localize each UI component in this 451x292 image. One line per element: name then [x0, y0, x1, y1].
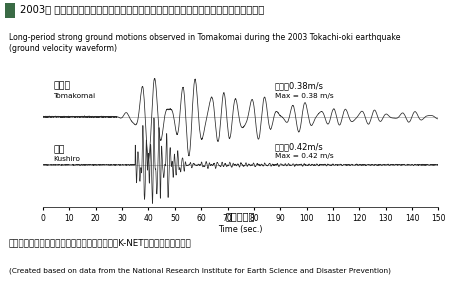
Text: Max = 0.38 m/s: Max = 0.38 m/s: [274, 93, 333, 100]
Text: 最大＝0.42m/s: 最大＝0.42m/s: [274, 142, 323, 152]
Text: Kushiro: Kushiro: [53, 156, 80, 162]
Text: Max = 0.42 m/s: Max = 0.42 m/s: [274, 154, 333, 159]
Text: 餞路: 餞路: [53, 145, 65, 154]
Text: (Created based on data from the National Research Institute for Earth Science an: (Created based on data from the National…: [9, 267, 390, 274]
Text: 時間（秒）: 時間（秒）: [226, 211, 255, 221]
Bar: [5, 3, 15, 18]
Text: 2003年 十勝沖地震の際に苦小牧で観測された「やや長周期地震動」（地動速度波形）: 2003年 十勝沖地震の際に苦小牧で観測された「やや長周期地震動」（地動速度波形…: [20, 4, 263, 15]
Text: 最大＝0.38m/s: 最大＝0.38m/s: [274, 81, 323, 90]
Text: Long-period strong ground motions observed in Tomakomai during the 2003 Tokachi-: Long-period strong ground motions observ…: [9, 33, 400, 53]
Text: 苦小牧: 苦小牧: [53, 81, 70, 90]
Text: Tomakomai: Tomakomai: [53, 93, 96, 100]
Text: （独立行政法人防災科学技術研究所強震観測網K-NETのデータから作成）: （独立行政法人防災科学技術研究所強震観測網K-NETのデータから作成）: [9, 238, 192, 247]
Text: Time (sec.): Time (sec.): [218, 225, 262, 234]
